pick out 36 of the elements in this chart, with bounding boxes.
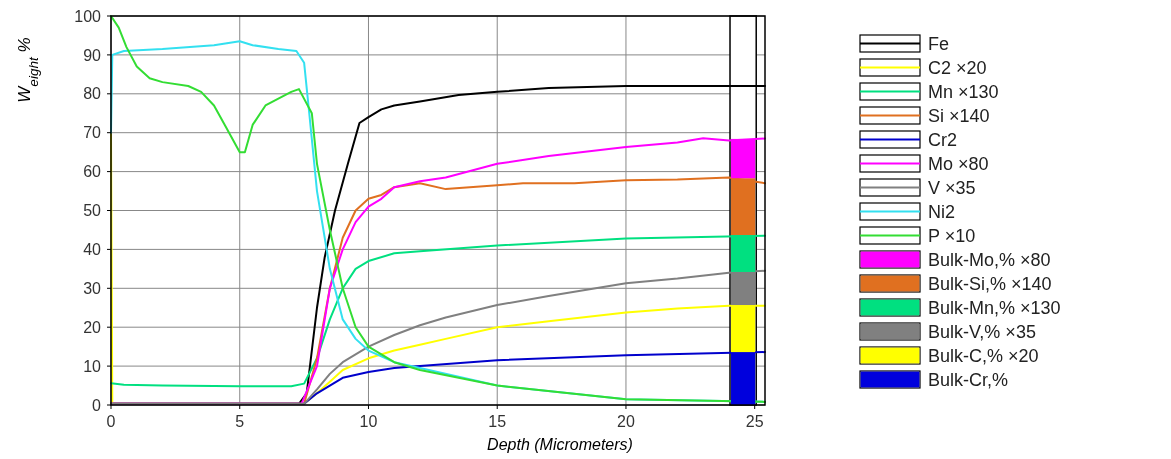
legend-label: Bulk-Mn,% ×130 [928,297,1061,318]
legend-label: Mn ×130 [928,81,999,102]
y-tick-label: 10 [83,357,102,375]
x-axis-title: Depth (Micrometers) [487,436,633,453]
y-tick-label: 80 [83,85,102,103]
x-tick-label: 20 [617,413,635,430]
y-tick-label: 0 [92,396,102,414]
legend-label: Cr2 [928,129,958,150]
y-tick-label: 40 [83,241,102,258]
legend-label: V ×35 [928,177,976,198]
y-tick-label: 90 [83,46,102,64]
x-tick-label: 10 [359,413,378,430]
legend-label: Bulk-Mo,% ×80 [928,249,1051,270]
legend-label: Bulk-V,% ×35 [928,321,1036,342]
y-tick-label: 60 [83,163,102,181]
legend-label: Bulk-Cr,% [928,369,1009,390]
x-tick-label: 15 [488,413,507,430]
y-tick-label: 30 [83,279,102,297]
line-series [110,234,766,388]
x-tick-label: 25 [745,413,764,430]
legend-label: Fe [928,33,950,54]
legend-label: Bulk-C,% ×20 [928,345,1039,366]
legend-label: P ×10 [928,225,976,246]
legend-label: C2 ×20 [928,57,987,78]
legend-label: Bulk-Si,% ×140 [928,273,1052,294]
y-tick-label: 50 [83,202,102,220]
y-tick-label: 70 [83,124,102,142]
bar [731,352,756,405]
bar [731,305,756,353]
legend-label: Si ×140 [928,105,990,126]
y-tick-label: 100 [74,7,102,25]
legend-label: Ni2 [928,201,956,222]
x-tick-label: 0 [106,413,116,430]
x-tick-label: 5 [235,413,245,430]
legend-label: Mo ×80 [928,153,989,174]
y-tick-label: 20 [83,318,102,336]
